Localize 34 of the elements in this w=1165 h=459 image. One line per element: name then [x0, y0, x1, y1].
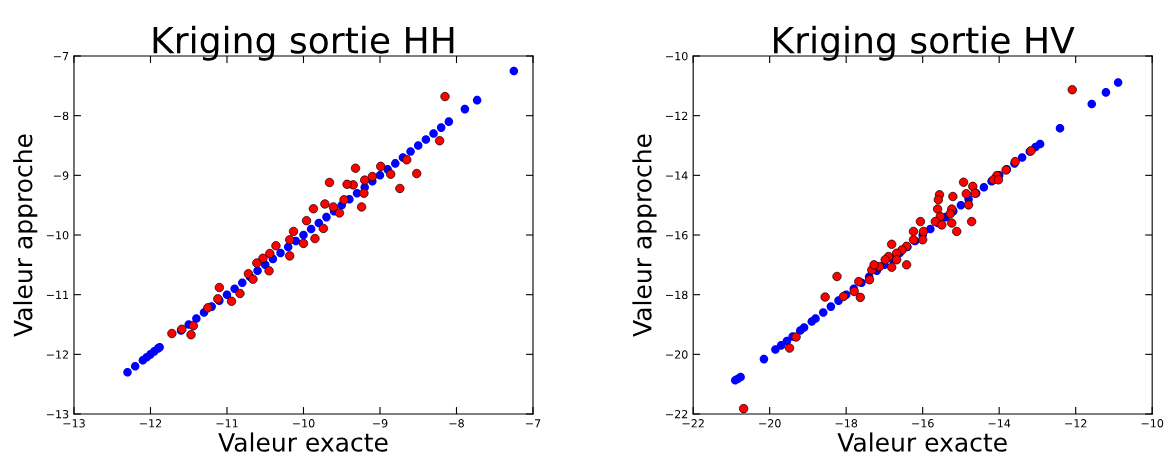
x-axis-title: Valeur exacte: [218, 432, 388, 452]
y-tick-label: −13: [46, 409, 69, 419]
chart-title: Kriging sortie HH: [153, 25, 454, 61]
y-tick-label: −14: [666, 171, 688, 180]
y-tick-label: −20: [666, 350, 688, 359]
x-axis-title: Valeur exacte: [837, 432, 1007, 452]
y-tick-label: −10: [666, 51, 688, 61]
x-tick-label: −7: [525, 419, 541, 428]
y-tick-label: −7: [53, 52, 69, 61]
y-axis-title: Valeur approche: [13, 134, 38, 337]
x-tick-label: −10: [1141, 419, 1164, 428]
x-tick-label: −14: [988, 419, 1011, 428]
y-tick-label: −11: [46, 290, 69, 299]
x-tick-label: −12: [1065, 419, 1087, 428]
y-tick-label: −12: [46, 350, 68, 359]
y-tick-label: −16: [666, 230, 688, 240]
x-tick-label: −12: [139, 419, 162, 428]
y-tick-label: −12: [666, 111, 688, 120]
x-tick-label: −20: [759, 419, 781, 428]
x-tick-label: −9: [372, 419, 388, 428]
y-axis-title: Valeur approche: [632, 134, 657, 337]
chart-title: Kriging sortie HV: [774, 25, 1075, 61]
x-tick-label: −16: [912, 419, 934, 428]
y-tick-label: −18: [666, 290, 688, 300]
y-tick-label: −10: [46, 230, 69, 240]
x-tick-label: −22: [682, 419, 704, 428]
x-tick-label: −18: [835, 419, 858, 428]
y-tick-label: −9: [53, 171, 69, 180]
x-tick-label: −11: [216, 419, 238, 428]
y-tick-label: −8: [53, 111, 69, 121]
x-tick-label: −10: [292, 419, 315, 428]
x-tick-label: −8: [449, 419, 464, 428]
x-tick-label: −13: [63, 419, 85, 428]
y-tick-label: −22: [666, 409, 688, 419]
